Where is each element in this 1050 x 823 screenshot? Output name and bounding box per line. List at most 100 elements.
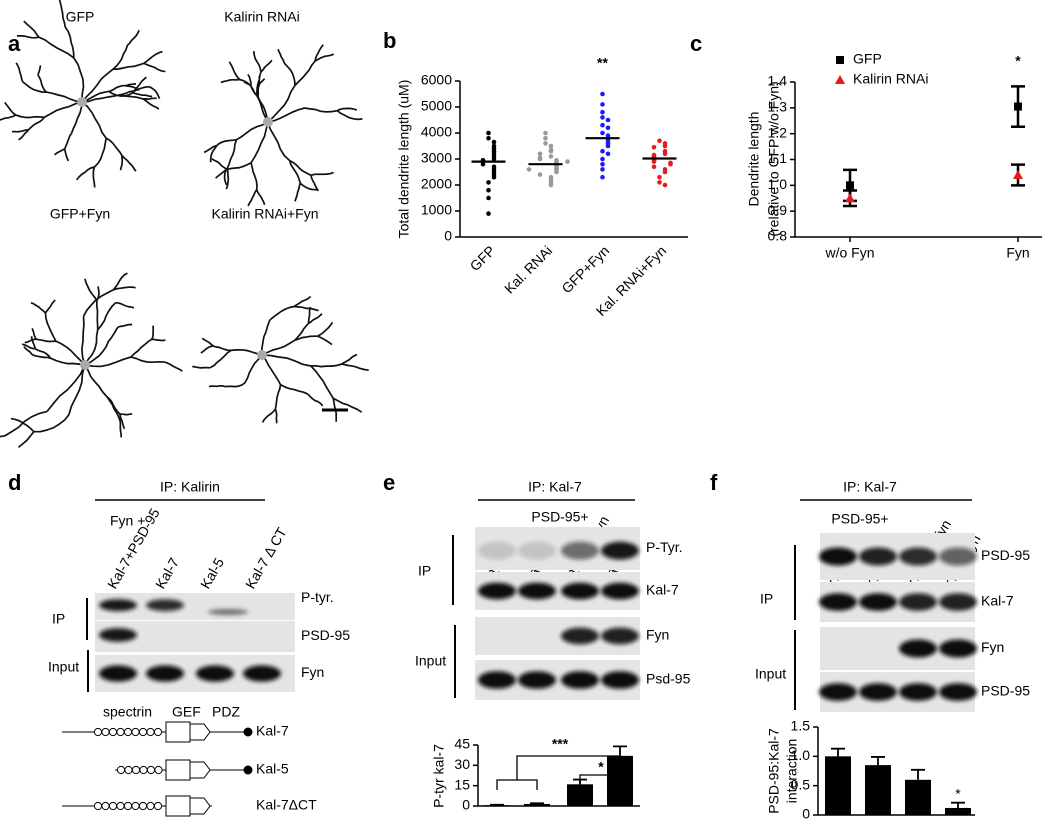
gef-domain: [165, 795, 191, 817]
row-label: Fyn: [301, 664, 324, 680]
spectrin-repeat: [146, 727, 155, 737]
bar: [905, 779, 931, 815]
dot: [600, 167, 605, 172]
dot: [600, 130, 605, 136]
row-label: Kal-7: [981, 593, 1014, 609]
dot: [543, 130, 548, 136]
dot: [600, 102, 605, 107]
dot: [662, 151, 668, 157]
spectrin-repeat: [108, 727, 118, 737]
y-tick-label: 6000: [421, 72, 452, 88]
spectrin-repeat: [146, 765, 156, 775]
y-tick-label: 0.5: [791, 776, 811, 792]
soma: [257, 350, 267, 360]
marker: [1014, 102, 1022, 111]
dot: [537, 156, 543, 162]
lane-label: Kal-7 Δ CT: [242, 524, 290, 591]
band: [243, 665, 281, 682]
band: [478, 582, 516, 600]
blot-condition: Fyn +: [110, 513, 145, 529]
band: [208, 609, 248, 615]
soma: [77, 97, 87, 107]
spectrin-repeat: [153, 727, 163, 737]
row-label: PSD-95: [301, 627, 350, 643]
group-label: IP: [418, 563, 431, 579]
spectrin-repeat: [139, 765, 148, 775]
band: [859, 547, 897, 566]
dot: [548, 154, 554, 159]
significance-bracket: [579, 774, 615, 785]
construct-label: Kal-5: [256, 761, 289, 777]
dot: [600, 109, 605, 115]
band: [99, 628, 137, 642]
error-bar: [530, 802, 544, 805]
y-tick-label: 0: [462, 797, 470, 813]
annotation: ***: [552, 736, 569, 752]
spectrin-repeat: [116, 801, 125, 811]
band: [819, 593, 857, 611]
dot: [565, 159, 570, 164]
annotation: *: [598, 759, 604, 775]
band: [601, 671, 639, 689]
y-tick-label: 0: [802, 806, 810, 822]
construct-label: Kal-7ΔCT: [256, 797, 317, 813]
legend-label: Kalirin RNAi: [853, 71, 928, 87]
dot: [491, 174, 497, 180]
blot-header: IP: Kal-7: [843, 479, 897, 495]
y-tick-label: 15: [454, 776, 470, 792]
spectrin-repeat: [131, 765, 141, 775]
row-label: PSD-95: [981, 547, 1030, 563]
blot-condition: PSD-95+: [531, 509, 588, 525]
spectrin-repeat: [93, 727, 103, 737]
dot: [526, 167, 532, 172]
error-bar: [831, 747, 845, 757]
row-label: P-Tyr.: [646, 539, 683, 555]
dendrite: [192, 295, 369, 424]
panel-label: d: [8, 470, 21, 495]
y-tick-label: 0: [444, 228, 452, 244]
dot: [605, 125, 611, 131]
y-axis-label: Dendrite length: [746, 112, 762, 207]
group-label: Input: [48, 659, 79, 675]
domain-label: GEF: [172, 704, 201, 720]
marker: [835, 75, 845, 84]
group-label: IP: [52, 611, 65, 627]
dot: [491, 156, 497, 162]
bar: [607, 755, 633, 806]
dot: [651, 145, 657, 150]
error-bar: [871, 756, 885, 766]
dot: [600, 148, 605, 154]
y-tick-label: 0.9: [768, 202, 788, 218]
dot: [605, 143, 611, 149]
dot: [662, 182, 668, 188]
y-tick-label: 5000: [421, 98, 452, 114]
panel-label: a: [8, 31, 21, 56]
dendrite: [0, 272, 183, 449]
panel-label: b: [383, 28, 396, 53]
y-tick-label: 1.1: [768, 150, 788, 166]
bar: [865, 765, 891, 815]
y-axis-label: Total dendrite length (uM): [396, 80, 412, 239]
band: [561, 582, 599, 600]
band: [561, 541, 599, 560]
band: [561, 671, 599, 689]
spectrin-repeat: [101, 727, 110, 737]
dot: [657, 180, 662, 185]
dot: [657, 174, 662, 180]
dot: [657, 138, 662, 144]
band: [899, 547, 937, 566]
bar: [825, 756, 851, 815]
dot: [491, 139, 497, 145]
row-label: PSD-95: [981, 683, 1030, 699]
dot: [651, 159, 657, 164]
y-tick-label: 45: [454, 736, 470, 752]
spectrin-repeat: [123, 801, 133, 811]
dot: [486, 211, 491, 216]
dot: [662, 143, 668, 149]
marker: [845, 193, 855, 203]
band: [518, 671, 556, 689]
band: [899, 683, 937, 701]
band: [99, 665, 137, 682]
neuron-label: GFP+Fyn: [50, 206, 110, 222]
soma: [263, 117, 273, 127]
